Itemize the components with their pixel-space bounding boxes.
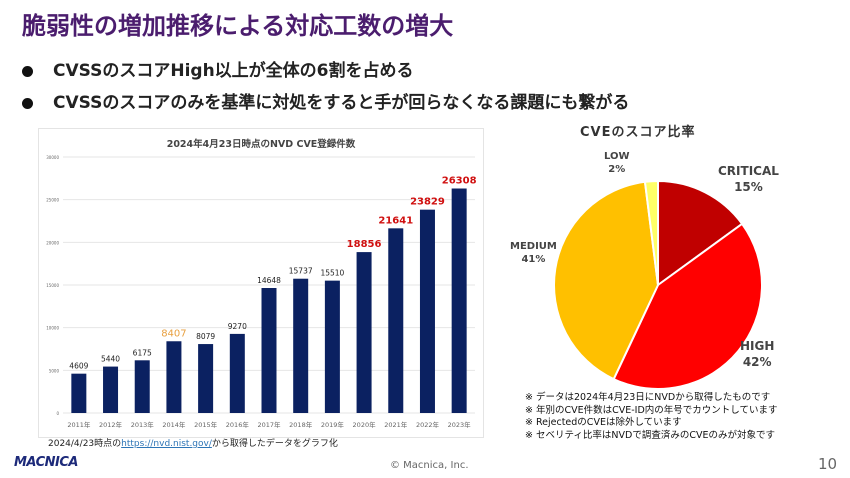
- x-tick-label: 2023年: [448, 420, 472, 429]
- bar-chart-panel: 2024年4月23日時点のNVD CVE登録件数 0 5000 10000 15000 2…: [38, 128, 484, 438]
- x-tick-label: 2014年: [162, 420, 186, 429]
- page-number: 10: [818, 455, 838, 473]
- bar-value-label: 21641: [378, 215, 413, 226]
- bar: [71, 373, 87, 413]
- bar: [198, 344, 214, 413]
- bar: [388, 228, 404, 413]
- bar-value-label: 4609: [69, 362, 88, 371]
- y-tick-label: 10000: [46, 326, 59, 331]
- bar-value-label: 18856: [347, 239, 382, 250]
- footnotes: ※ データは2024年4月23日にNVDから取得したものです ※ 年別のCVE件…: [525, 392, 778, 442]
- bar: [419, 209, 435, 413]
- bar-value-label: 9270: [228, 322, 247, 331]
- pie-slice-medium: [553, 180, 660, 381]
- bar-value-label: 8407: [161, 328, 186, 339]
- source-prefix: 2024/4/23時点の: [48, 439, 122, 449]
- pie-label-medium: MEDIUM 41%: [510, 241, 557, 265]
- bar: [166, 341, 182, 413]
- bar: [229, 333, 245, 413]
- slide-title: 脆弱性の増加推移による対応工数の増大: [22, 12, 454, 40]
- bullet-2: CVSSのスコアのみを基準に対処をすると手が回らなくなる課題にも繋がる: [22, 88, 629, 113]
- source-note: 2024/4/23時点のhttps://nvd.nist.gov/から取得したデ…: [48, 436, 338, 449]
- footnote: ※ 年別のCVE件数はCVE-ID内の年号でカウントしています: [525, 404, 778, 416]
- x-tick-label: 2018年: [289, 420, 313, 429]
- x-tick-label: 2015年: [194, 420, 218, 429]
- y-tick-label: 25000: [46, 198, 59, 203]
- y-tick-label: 20000: [46, 240, 59, 245]
- pie-chart: [553, 179, 763, 390]
- pie-slice-critical: [657, 179, 744, 287]
- x-tick-label: 2017年: [257, 420, 281, 429]
- bar-value-label: 14648: [257, 276, 281, 285]
- x-tick-label: 2022年: [416, 420, 440, 429]
- y-tick-label: 30000: [46, 155, 59, 160]
- y-tick-label: 0: [56, 411, 59, 416]
- bar-value-label: 15737: [289, 267, 313, 276]
- x-tick-label: 2019年: [321, 420, 345, 429]
- bar-value-label: 8079: [196, 332, 215, 341]
- bar: [134, 360, 150, 413]
- x-tick-label: 2011年: [67, 420, 91, 429]
- source-link[interactable]: https://nvd.nist.gov/: [121, 439, 212, 449]
- bar: [356, 252, 372, 413]
- x-tick-label: 2021年: [384, 420, 408, 429]
- pie-label-critical: CRITICAL 15%: [718, 164, 779, 194]
- bar: [293, 278, 309, 413]
- bullet-text: CVSSのスコアHigh以上が全体の6割を占める: [53, 61, 414, 81]
- bar-chart-title: 2024年4月23日時点のNVD CVE登録件数: [167, 138, 356, 150]
- x-tick-label: 2012年: [99, 420, 123, 429]
- bar-value-label: 23829: [410, 197, 445, 208]
- x-tick-label: 2016年: [226, 420, 250, 429]
- pie-label-low: LOW 2%: [604, 151, 630, 175]
- bar-value-label: 26308: [442, 176, 477, 187]
- footnote: ※ データは2024年4月23日にNVDから取得したものです: [525, 392, 771, 403]
- footnote: ※ セベリティ比率はNVDで調査済みのCVEのみが対象です: [525, 429, 775, 441]
- macnica-logo: MACNICA: [14, 455, 78, 470]
- x-tick-label: 2020年: [353, 420, 377, 429]
- copyright: © Macnica, Inc.: [390, 460, 469, 471]
- bar: [261, 288, 277, 413]
- bullet-text: CVSSのスコアのみを基準に対処をすると手が回らなくなる課題にも繋がる: [53, 93, 630, 113]
- bullet-dot-icon: [22, 97, 33, 109]
- y-tick-label: 15000: [46, 283, 59, 288]
- bullet-dot-icon: [22, 65, 33, 77]
- pie-slice-low: [643, 179, 659, 286]
- footnote: ※ RejectedのCVEは除外しています: [525, 417, 682, 428]
- bullet-1: CVSSのスコアHigh以上が全体の6割を占める: [22, 56, 414, 81]
- x-tick-label: 2013年: [131, 420, 155, 429]
- y-tick-label: 5000: [49, 368, 60, 373]
- bar-value-label: 5440: [101, 355, 120, 364]
- bar-value-label: 15510: [320, 269, 344, 278]
- pie-slice-high: [612, 222, 763, 390]
- bar-value-label: 6175: [133, 348, 152, 357]
- pie-title: CVEのスコア比率: [580, 125, 696, 140]
- bar: [451, 188, 467, 413]
- bar: [324, 280, 340, 413]
- bar: [103, 366, 119, 413]
- source-suffix: から取得したデータをグラフ化: [211, 439, 338, 449]
- bar-chart: 2024年4月23日時点のNVD CVE登録件数 0 5000 10000 15000 2…: [46, 138, 477, 429]
- pie-label-high: HIGH 42%: [740, 339, 775, 369]
